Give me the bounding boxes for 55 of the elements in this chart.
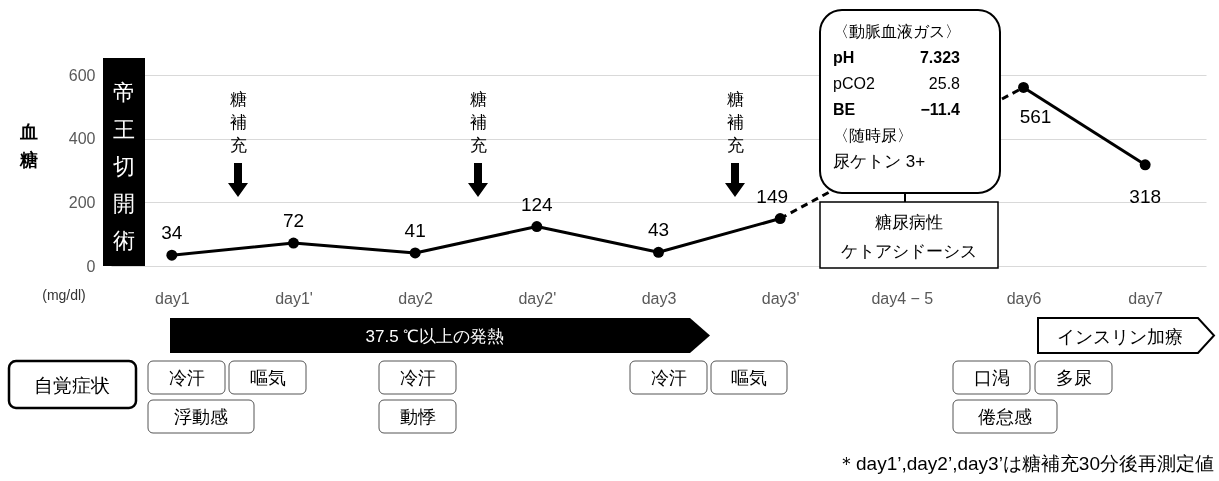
- data-label: 43: [647, 219, 670, 241]
- text: (mg/dl): [42, 287, 86, 303]
- text: 〈動脈血液ガス〉: [833, 23, 961, 40]
- point: [288, 237, 299, 249]
- data-label: 41: [404, 219, 426, 241]
- x-tick-label: day4 − 5: [871, 289, 934, 307]
- text: 動悸: [399, 407, 436, 427]
- text: ＊day1’,day2’,day3’は糖補充30分後再測定値: [837, 453, 1214, 474]
- annotation: 帝王切開術: [113, 80, 135, 253]
- y-tick-label: 400: [68, 130, 96, 148]
- text: 口渇: [973, 368, 1010, 388]
- text: 自覚症状: [34, 375, 110, 396]
- y-tick-label: 0: [86, 257, 96, 275]
- point: [531, 221, 543, 232]
- y-axis-title: 血糖: [18, 121, 38, 170]
- data-label: 149: [756, 185, 789, 207]
- text: 嘔気: [731, 368, 767, 388]
- point: [1018, 81, 1029, 93]
- text: 浮動感: [174, 407, 228, 427]
- data-label: 124: [520, 193, 554, 215]
- x-tick-label: day1': [275, 289, 313, 307]
- text: 冷汗: [168, 368, 205, 388]
- text: 冷汗: [399, 368, 436, 388]
- point: [653, 246, 664, 258]
- text: pCO2 25.8: [833, 75, 960, 92]
- text: pH 7.323: [833, 49, 960, 66]
- annotation: 〈随時尿〉: [833, 127, 913, 144]
- annotation: 糖補充: [229, 90, 247, 155]
- annotation: 尿ケトン 3+: [833, 152, 926, 171]
- annotation: 糖尿病性ケトアシドーシス: [841, 213, 977, 261]
- x-tick-label: day2': [518, 289, 557, 307]
- text: 37.5 ℃以上の発熱: [365, 327, 505, 346]
- y-tick-label: 600: [68, 66, 96, 84]
- point: [166, 249, 178, 261]
- text: 冷汗: [650, 368, 687, 388]
- text: 倦怠感: [978, 407, 1032, 427]
- annotation: 糖補充: [726, 90, 744, 155]
- x-tick-label: day1: [154, 289, 190, 307]
- x-tick-label: day7: [1128, 289, 1164, 307]
- y-tick-label: 200: [68, 193, 96, 211]
- data-label: 318: [1129, 185, 1162, 207]
- data-label: 72: [282, 210, 305, 232]
- x-tick-label: day6: [1006, 289, 1042, 307]
- text: BE −11.4: [833, 101, 960, 118]
- data-label: 34: [161, 222, 183, 244]
- text: インスリン加療: [1057, 327, 1183, 347]
- point: [409, 247, 421, 259]
- x-tick-label: day2: [398, 289, 434, 307]
- point: [1139, 159, 1151, 171]
- text: 嘔気: [249, 368, 286, 388]
- x-tick-label: day3: [641, 289, 677, 307]
- annotation: 糖補充: [469, 90, 487, 155]
- x-tick-label: day3': [761, 289, 800, 307]
- data-label: 561: [1019, 106, 1052, 128]
- text: 多尿: [1055, 368, 1092, 388]
